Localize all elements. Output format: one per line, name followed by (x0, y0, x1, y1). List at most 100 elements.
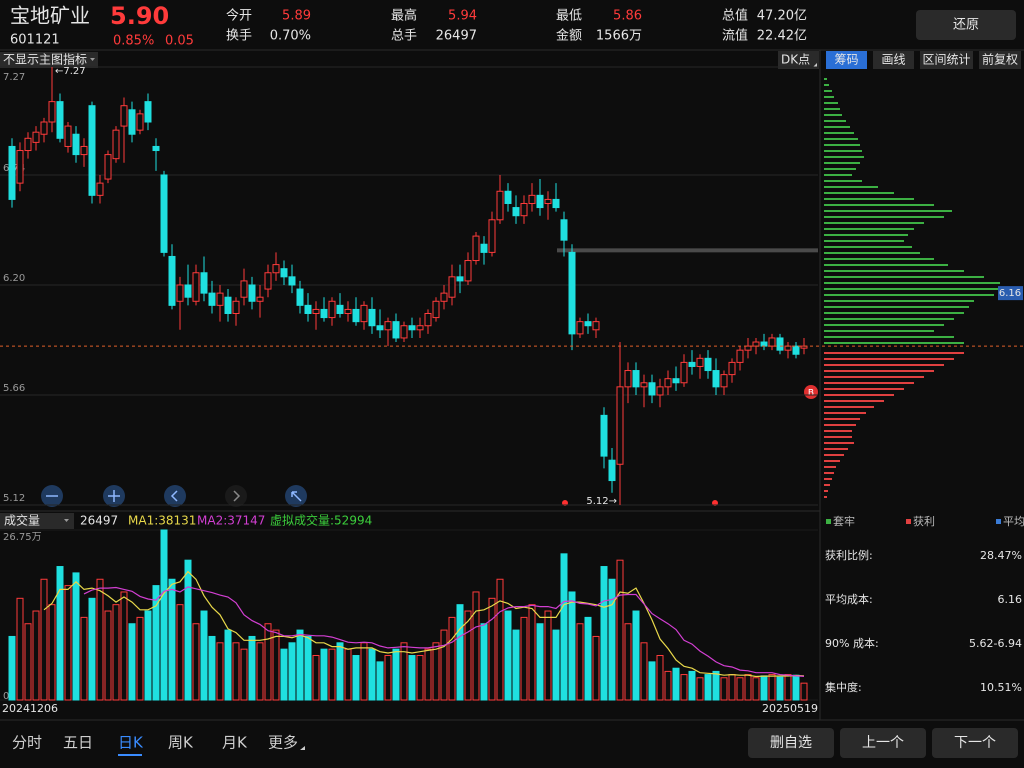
candle-body (552, 198, 560, 209)
volume-bar (272, 629, 280, 701)
candle-body (336, 304, 344, 315)
volume-bar (504, 610, 512, 701)
volume-bar (712, 670, 720, 701)
period-tab[interactable]: 五日 (63, 734, 93, 752)
chip-legend: 套牢 (833, 514, 855, 528)
toolbar-tab-label[interactable]: 画线 (881, 53, 905, 67)
period-tab[interactable]: 月K (222, 734, 248, 752)
dk-button[interactable] (778, 51, 819, 69)
toolbar-tab[interactable] (826, 51, 867, 69)
chip-stat-value: 28.47% (980, 549, 1022, 562)
period-tab[interactable]: 日K (118, 734, 144, 752)
period-tab[interactable]: 分时 (12, 734, 42, 752)
chip-bar (824, 300, 974, 302)
indicator-menu-label[interactable]: 不显示主图指标 (3, 52, 87, 67)
nav-buttons (41, 485, 307, 507)
chip-bar (824, 186, 878, 188)
candle-body (784, 345, 792, 351)
y-tick-label: 0 (3, 691, 9, 702)
volume-bar (328, 648, 336, 701)
volume-bar (104, 610, 112, 701)
stock-name: 宝地矿业 (10, 4, 90, 28)
chip-bar (824, 246, 912, 248)
volume-bar (16, 597, 24, 701)
chip-bar (824, 318, 954, 320)
chip-stat-label: 获利比例: (825, 548, 873, 562)
candle-body (424, 313, 432, 327)
candle-body (760, 341, 768, 347)
chip-bar (824, 294, 994, 296)
candle-body (640, 382, 648, 388)
period-tab[interactable]: 周K (168, 734, 194, 752)
chip-bar (824, 454, 844, 456)
toolbar-tab-label[interactable]: 前复权 (982, 52, 1018, 67)
chip-bar (824, 162, 860, 164)
stat-label: 最低 (556, 9, 582, 24)
restore-button[interactable] (916, 10, 1016, 40)
toolbar-tab[interactable] (920, 51, 973, 69)
candle-body (264, 272, 272, 290)
candle-body (392, 321, 400, 339)
icon (108, 490, 120, 502)
volume-bar (312, 655, 320, 701)
left-button[interactable] (164, 485, 186, 507)
candle-body (416, 325, 424, 331)
dk-label[interactable]: DK点 (781, 53, 810, 67)
chip-bar (824, 180, 862, 182)
toolbar-tab-label[interactable]: 筹码 (834, 53, 858, 67)
toolbar-tab-label[interactable]: 区间统计 (922, 53, 970, 67)
candle-body (448, 276, 456, 298)
volume-bar (296, 629, 304, 701)
avg-cost-tag (998, 286, 1023, 301)
volume-bar (680, 674, 688, 701)
candle-body (568, 251, 576, 335)
volume-bar (152, 585, 160, 701)
footer-button[interactable] (748, 728, 834, 758)
chip-bar (824, 102, 838, 104)
footer-button[interactable] (840, 728, 926, 758)
volume-bar (728, 674, 736, 701)
chip-bar (824, 240, 904, 242)
chip-bar (824, 210, 952, 212)
volume-selector[interactable] (0, 513, 74, 529)
volume-bar (560, 553, 568, 701)
volume-bar (408, 655, 416, 701)
ma-line (43, 570, 805, 678)
indicator-menu[interactable] (0, 52, 98, 68)
footer-button-label[interactable]: 下一个 (954, 735, 996, 751)
footer-button-label[interactable]: 删自选 (770, 735, 812, 751)
volume-bar (600, 566, 608, 701)
candle-body (680, 361, 688, 384)
volume-bar (800, 682, 808, 701)
volume-bar (208, 635, 216, 701)
volume-bar (664, 670, 672, 701)
chip-bar (824, 418, 860, 420)
candle-body (288, 276, 296, 286)
stat-label: 总值 (722, 8, 748, 24)
stat-value: 1566万 (596, 29, 642, 44)
candle-body (512, 207, 520, 217)
stat-value: 5.89 (282, 9, 311, 24)
period-tab[interactable]: 更多 (268, 734, 298, 752)
volume-bar (360, 642, 368, 701)
toolbar-tab[interactable] (873, 51, 914, 69)
right-button[interactable] (225, 485, 247, 507)
volume-bar (536, 623, 544, 701)
toolbar-tab[interactable] (979, 51, 1021, 69)
volume-bar (224, 629, 232, 701)
candle-body (248, 284, 256, 302)
volume-legend: MA2:37147 (197, 514, 265, 528)
chip-legend: 获利 (913, 515, 935, 528)
candle-body (368, 308, 376, 327)
legend-swatch (906, 519, 911, 524)
volume-bar (144, 610, 152, 701)
footer-button-label[interactable]: 上一个 (862, 735, 904, 751)
chip-bar (824, 388, 904, 390)
candle-body (656, 386, 664, 396)
y-tick-label: 7.27 (3, 72, 25, 83)
buy-marker[interactable] (804, 385, 818, 399)
chip-bar (824, 96, 834, 98)
volume-selector-label[interactable]: 成交量 (4, 513, 40, 528)
restore-label[interactable]: 还原 (953, 18, 979, 33)
footer-button[interactable] (932, 728, 1018, 758)
